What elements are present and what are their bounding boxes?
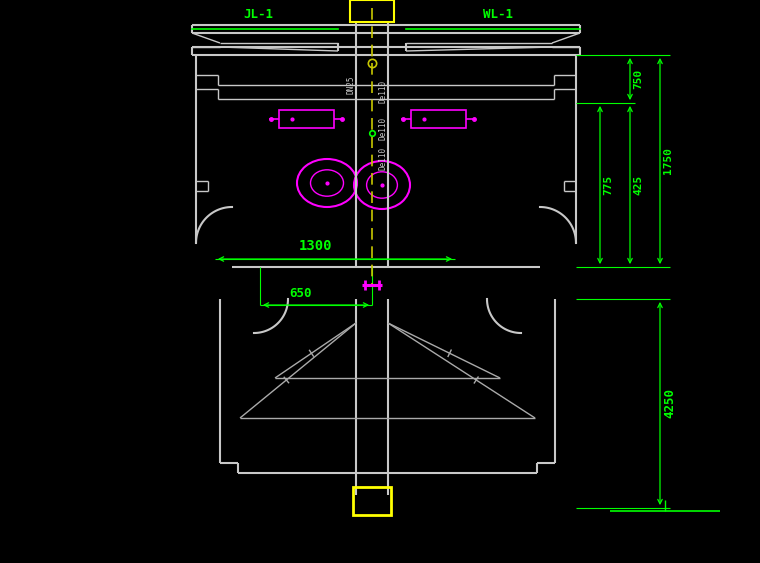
Text: 1300: 1300	[298, 239, 332, 253]
Text: 750: 750	[633, 69, 643, 89]
Bar	[350, 0, 394, 22]
Text: 650: 650	[289, 287, 312, 300]
Text: 4250: 4250	[663, 388, 676, 418]
Text: JL-1: JL-1	[243, 7, 273, 20]
Text: De110: De110	[378, 117, 387, 140]
Bar	[353, 487, 391, 515]
Text: WL-1: WL-1	[483, 7, 513, 20]
Text: 775: 775	[603, 175, 613, 195]
Text: 1750: 1750	[663, 148, 673, 175]
Text: 425: 425	[633, 175, 643, 195]
Text: DN25: DN25	[347, 76, 356, 94]
Bar	[410, 110, 465, 128]
Text: De110: De110	[378, 79, 387, 102]
Bar	[278, 110, 334, 128]
Text: De110: De110	[378, 146, 387, 169]
